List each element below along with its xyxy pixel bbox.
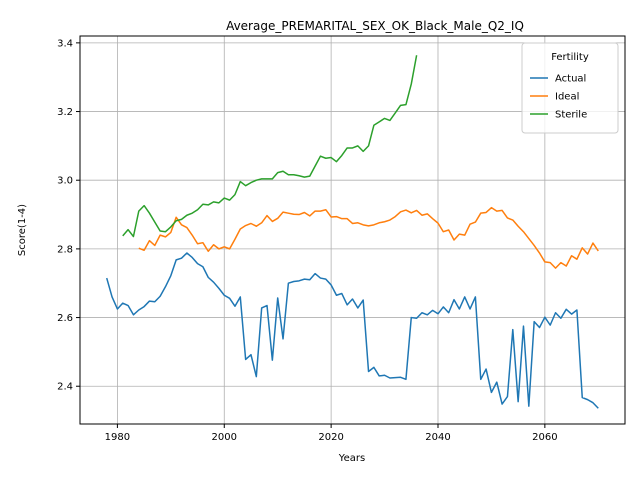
- plot-area-frame: [79, 35, 626, 425]
- series-line-actual: [105, 252, 599, 409]
- chart-title: Average_PREMARITAL_SEX_OK_Black_Male_Q2_…: [226, 19, 524, 33]
- y-axis: 2.4 2.6 2.8 3.0 3.2 3.4: [57, 38, 80, 393]
- y-axis-label: Score(1-4): [17, 204, 28, 256]
- legend-title: Fertility: [551, 52, 589, 63]
- y-tick-label: 2.4: [57, 382, 73, 393]
- legend-label-ideal: Ideal: [555, 92, 579, 103]
- legend-entries: Actual Ideal Sterile: [530, 74, 587, 121]
- legend-label-sterile: Sterile: [555, 110, 587, 121]
- legend: Fertility Actual Ideal Sterile: [521, 42, 619, 134]
- y-tick-label: 3.2: [57, 107, 73, 118]
- x-axis: 1980 2000 2020 2040 2060: [105, 424, 558, 443]
- series-line-ideal: [138, 206, 599, 269]
- y-tick-label: 2.8: [57, 244, 73, 255]
- x-axis-label: Years: [338, 453, 365, 464]
- x-tick-label: 2060: [532, 432, 557, 443]
- series-layer: [105, 55, 599, 409]
- x-tick-label: 2000: [212, 432, 237, 443]
- legend-label-actual: Actual: [555, 74, 586, 85]
- y-tick-label: 2.6: [57, 313, 73, 324]
- x-tick-label: 1980: [105, 432, 130, 443]
- x-tick-label: 2020: [318, 432, 343, 443]
- x-tick-label: 2040: [425, 432, 450, 443]
- y-tick-label: 3.0: [57, 176, 73, 187]
- legend-box: [521, 42, 619, 134]
- y-tick-label: 3.4: [57, 38, 73, 49]
- series-line-sterile: [122, 55, 418, 238]
